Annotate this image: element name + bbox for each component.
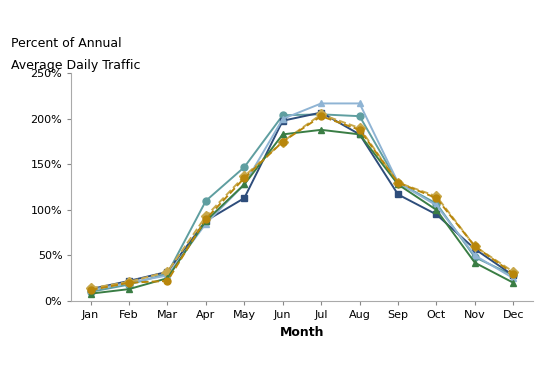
Nokomis — [203, 219, 209, 223]
West River Pkwy — [203, 219, 209, 223]
Wirth Pkwy — [241, 182, 248, 187]
Nokomis — [279, 119, 286, 123]
Cahoun — [126, 282, 132, 287]
Cedar — [87, 288, 94, 292]
Wirth Pkwy — [279, 117, 286, 121]
West River Pkwy — [126, 287, 132, 291]
Cahoun — [433, 201, 440, 206]
Line: Wirth Pkwy: Wirth Pkwy — [87, 100, 517, 294]
Cahoun — [356, 114, 363, 119]
Line: Cedar: Cedar — [87, 113, 517, 294]
Hennepin — [126, 280, 132, 284]
Cedar — [164, 279, 171, 283]
Text: Average Daily Traffic: Average Daily Traffic — [11, 59, 141, 72]
Hennepin — [241, 174, 248, 178]
Text: Percent of Annual: Percent of Annual — [11, 37, 122, 50]
Hennepin — [164, 270, 171, 274]
West River Pkwy — [164, 276, 171, 280]
Cahoun — [87, 290, 94, 294]
West River Pkwy — [472, 261, 478, 265]
Hennepin — [472, 244, 478, 248]
Line: Nokomis: Nokomis — [87, 109, 517, 292]
Line: West River Pkwy: West River Pkwy — [87, 126, 517, 297]
Cedar — [510, 272, 517, 276]
Cedar — [126, 280, 132, 285]
West River Pkwy — [279, 132, 286, 137]
Wirth Pkwy — [510, 276, 517, 280]
Hennepin — [510, 270, 517, 274]
Cedar — [472, 244, 478, 248]
Wirth Pkwy — [356, 101, 363, 106]
Wirth Pkwy — [472, 253, 478, 258]
West River Pkwy — [318, 128, 324, 132]
Wirth Pkwy — [203, 221, 209, 226]
Cedar — [395, 181, 401, 185]
West River Pkwy — [356, 132, 363, 137]
Hennepin — [395, 181, 401, 185]
Nokomis — [87, 287, 94, 291]
Cedar — [318, 114, 324, 119]
Nokomis — [164, 270, 171, 274]
Cahoun — [241, 165, 248, 169]
Wirth Pkwy — [126, 280, 132, 285]
Line: Cahoun: Cahoun — [87, 111, 517, 295]
Wirth Pkwy — [318, 101, 324, 106]
X-axis label: Month: Month — [279, 326, 324, 338]
West River Pkwy — [395, 182, 401, 187]
Nokomis — [395, 192, 401, 197]
Hennepin — [318, 112, 324, 117]
Cedar — [356, 128, 363, 132]
Wirth Pkwy — [87, 288, 94, 292]
Cedar — [433, 196, 440, 200]
Wirth Pkwy — [164, 273, 171, 278]
Hennepin — [433, 194, 440, 199]
Hennepin — [279, 139, 286, 144]
Cahoun — [472, 255, 478, 259]
Nokomis — [433, 212, 440, 217]
Cahoun — [395, 181, 401, 185]
Nokomis — [126, 279, 132, 283]
Wirth Pkwy — [433, 203, 440, 208]
Nokomis — [510, 273, 517, 278]
Hennepin — [356, 126, 363, 130]
Cahoun — [318, 112, 324, 117]
Nokomis — [318, 110, 324, 115]
Cahoun — [164, 272, 171, 276]
Line: Hennepin: Hennepin — [87, 111, 517, 292]
Cedar — [203, 217, 209, 221]
Cahoun — [510, 273, 517, 278]
West River Pkwy — [510, 280, 517, 285]
Cahoun — [203, 199, 209, 203]
Nokomis — [241, 196, 248, 200]
Nokomis — [356, 132, 363, 137]
Hennepin — [203, 214, 209, 218]
West River Pkwy — [87, 291, 94, 296]
Cahoun — [279, 113, 286, 117]
Wirth Pkwy — [395, 181, 401, 185]
Cedar — [241, 176, 248, 180]
West River Pkwy — [433, 208, 440, 212]
Hennepin — [87, 286, 94, 290]
Cedar — [279, 139, 286, 144]
Nokomis — [472, 247, 478, 251]
West River Pkwy — [241, 182, 248, 187]
